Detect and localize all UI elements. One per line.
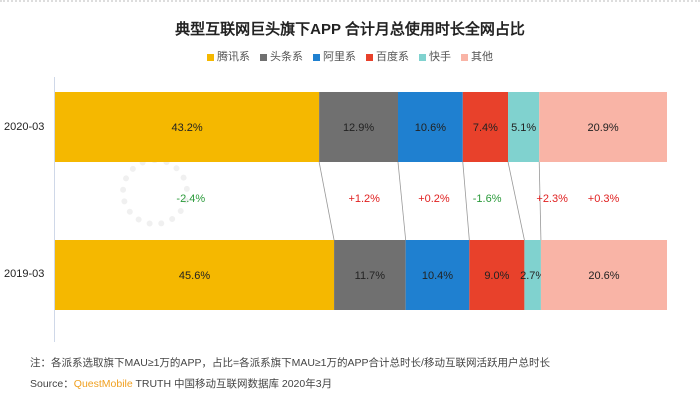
- change-label: +2.3%: [536, 193, 568, 205]
- data-label: 11.7%: [355, 270, 386, 282]
- bar-segment: [55, 92, 320, 162]
- legend-label: 百度系: [376, 51, 409, 63]
- source-brand: QuestMobile: [73, 378, 133, 390]
- change-label: -2.4%: [176, 193, 205, 205]
- data-label: 5.1%: [511, 122, 536, 134]
- data-label: 7.4%: [473, 122, 498, 134]
- connector-line: [462, 161, 470, 241]
- bar-segment: [334, 240, 406, 310]
- legend-item: 腾讯系: [207, 51, 250, 63]
- legend-item: 阿里系: [313, 51, 356, 63]
- change-label: +0.2%: [418, 193, 450, 205]
- legend-label: 头条系: [270, 51, 303, 63]
- data-label: 12.9%: [343, 122, 374, 134]
- data-label: 2.7%: [520, 270, 545, 282]
- data-label: 20.6%: [588, 270, 619, 282]
- bar-segment: [405, 240, 470, 310]
- bar-segment: [524, 240, 541, 310]
- legend-item: 百度系: [366, 51, 409, 63]
- bar-segment: [540, 240, 667, 310]
- change-label: -1.6%: [473, 193, 502, 205]
- legend: 腾讯系 头条系 阿里系 百度系 快手 其他: [0, 48, 700, 64]
- bar-segment: [397, 92, 463, 162]
- y-label-2020: 2020-03: [4, 121, 45, 133]
- connector-line: [538, 161, 542, 241]
- legend-item: 头条系: [260, 51, 303, 63]
- y-axis: [54, 77, 55, 342]
- legend-label: 其他: [471, 51, 493, 63]
- bar-segment: [508, 92, 540, 162]
- bar-segment: [539, 92, 667, 162]
- data-label: 45.6%: [179, 270, 210, 282]
- data-label: 10.6%: [415, 122, 446, 134]
- footnote: 注：各派系选取旗下MAU≥1万的APP，占比=各派系旗下MAU≥1万的APP合计…: [30, 357, 550, 369]
- data-label: 10.4%: [422, 270, 453, 282]
- change-label: +1.2%: [348, 193, 380, 205]
- legend-swatch: [313, 53, 320, 61]
- data-label: 20.9%: [588, 122, 619, 134]
- data-label: 43.2%: [171, 122, 202, 134]
- data-label: 9.0%: [484, 270, 509, 282]
- legend-item: 快手: [419, 51, 451, 63]
- legend-swatch: [260, 53, 267, 61]
- legend-label: 快手: [429, 51, 451, 63]
- legend-swatch: [461, 53, 468, 61]
- bar-segment: [319, 92, 398, 162]
- connector-line: [507, 161, 525, 241]
- connector-line: [397, 161, 407, 241]
- source-text: TRUTH 中国移动互联网数据库 2020年3月: [132, 378, 333, 390]
- bar-segment: [55, 240, 335, 310]
- legend-swatch: [419, 53, 426, 61]
- source-line: Source：QuestMobile TRUTH 中国移动互联网数据库 2020…: [30, 376, 332, 391]
- legend-item: 其他: [461, 51, 493, 63]
- legend-label: 阿里系: [323, 51, 356, 63]
- bar-segment: [469, 240, 525, 310]
- legend-swatch: [366, 53, 373, 61]
- legend-label: 腾讯系: [217, 51, 250, 63]
- change-label: +0.3%: [588, 193, 620, 205]
- source-label: Source：: [30, 378, 74, 390]
- connector-line: [318, 161, 335, 241]
- y-label-2019: 2019-03: [4, 268, 45, 280]
- bar-segment: [462, 92, 509, 162]
- legend-swatch: [207, 53, 214, 61]
- chart-title: 典型互联网巨头旗下APP 合计月总使用时长全网占比: [175, 21, 525, 38]
